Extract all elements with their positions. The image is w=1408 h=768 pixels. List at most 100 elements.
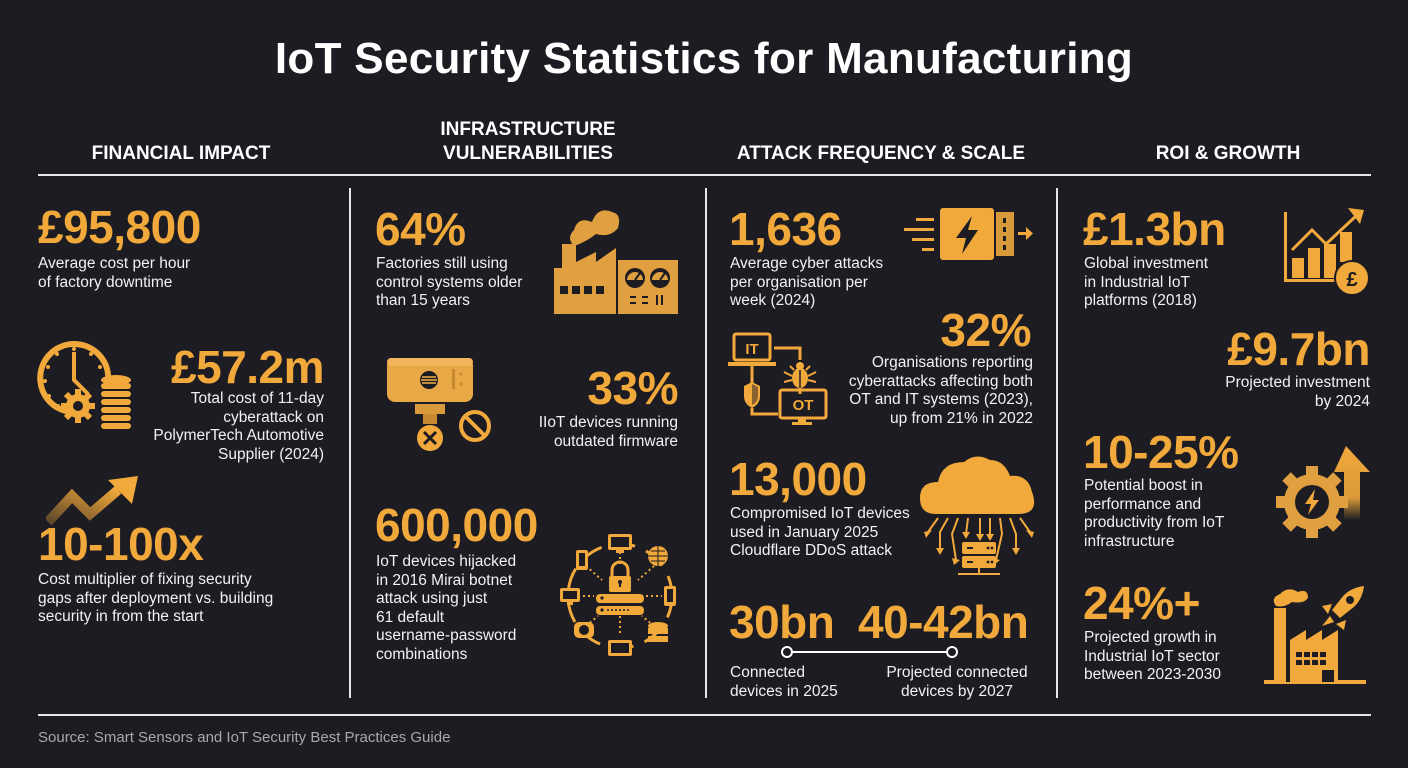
heading-line: VULNERABILITIES xyxy=(443,143,613,164)
stat-description: IoT devices hijacked in 2016 Mirai botne… xyxy=(376,553,516,664)
stat-description: Global investment in Industrial IoT plat… xyxy=(1084,255,1208,311)
factory-rocket-icon xyxy=(1262,584,1368,684)
page-title: IoT Security Statistics for Manufacturin… xyxy=(274,34,1134,83)
desc-line: attack using just xyxy=(376,590,488,607)
header-divider xyxy=(38,174,1371,176)
desc-line: Projected connected xyxy=(886,664,1028,681)
desc-line: cyberattacks affecting both xyxy=(848,372,1033,390)
stat-description: Compromised IoT devices used in January … xyxy=(730,505,910,561)
desc-line: Organisations reporting xyxy=(871,354,1033,371)
desc-line: between 2023-2030 xyxy=(1084,666,1222,683)
column-divider xyxy=(1056,188,1058,698)
stat-description: Cost multiplier of fixing security gaps … xyxy=(38,571,273,627)
desc-line: Supplier (2024) xyxy=(218,445,324,463)
desc-line: 61 default xyxy=(376,608,445,626)
stat-description: Organisations reporting cyberattacks aff… xyxy=(800,354,1033,428)
source-citation: Source: Smart Sensors and IoT Security B… xyxy=(38,729,451,746)
desc-line: cyberattack on xyxy=(223,408,324,426)
desc-line: Projected investment xyxy=(1225,374,1370,391)
desc-line: outdated firmware xyxy=(553,432,678,450)
stat-description: Projected growth in Industrial IoT secto… xyxy=(1084,629,1221,685)
desc-line: Potential boost in xyxy=(1084,477,1203,494)
svg-text:IT: IT xyxy=(745,341,758,358)
stat-description: Factories still using control systems ol… xyxy=(376,255,522,311)
timeline-connector xyxy=(780,645,960,659)
desc-line: in Industrial IoT xyxy=(1084,273,1190,291)
cloud-ddos-server-icon xyxy=(918,452,1042,578)
desc-line: Cost multiplier of fixing security xyxy=(38,571,252,588)
desc-line: week (2024) xyxy=(730,292,816,309)
stat-value: 600,000 xyxy=(375,499,538,551)
desc-line: username-password xyxy=(376,627,517,644)
desc-line: Total cost of 11-day xyxy=(190,390,324,407)
stat-description: Connected devices in 2025 xyxy=(730,664,838,701)
desc-line: security in from the start xyxy=(38,608,204,625)
svg-text:OT: OT xyxy=(793,397,814,414)
desc-line: than 15 years xyxy=(376,292,470,309)
desc-line: Projected growth in xyxy=(1084,629,1217,646)
desc-line: OT and IT systems (2023), xyxy=(849,391,1033,408)
desc-line: combinations xyxy=(376,645,468,663)
desc-line: infrastructure xyxy=(1084,532,1175,550)
desc-line: Average cost per hour xyxy=(38,255,191,272)
desc-line: Connected xyxy=(730,664,805,681)
footer-divider xyxy=(38,714,1371,716)
heading-attack-frequency: ATTACK FREQUENCY & SCALE xyxy=(736,143,1026,164)
stat-value: 64% xyxy=(375,203,466,255)
heading-infrastructure-vulnerabilities: INFRASTRUCTURE VULNERABILITIES xyxy=(380,118,676,166)
clock-gear-coins-icon xyxy=(36,336,136,436)
heading-roi-growth: ROI & GROWTH xyxy=(1155,143,1301,164)
factory-control-panel-icon xyxy=(552,202,680,316)
it-ot-bug-icon: IT OT xyxy=(728,330,834,426)
stat-value: 30bn xyxy=(729,596,835,648)
desc-line: Average cyber attacks xyxy=(730,255,884,272)
stat-value: 13,000 xyxy=(729,453,867,505)
desc-line: used in January 2025 xyxy=(730,523,879,541)
stat-description: Average cyber attacks per organisation p… xyxy=(730,255,883,311)
desc-line: Cloudflare DDoS attack xyxy=(730,542,892,559)
stat-description: IIoT devices running outdated firmware xyxy=(470,414,678,451)
desc-line: productivity from IoT xyxy=(1084,514,1225,531)
desc-line: of factory downtime xyxy=(38,273,173,291)
desc-line: devices by 2027 xyxy=(900,682,1014,700)
stat-value: 24%+ xyxy=(1083,577,1200,629)
stat-value: £95,800 xyxy=(38,201,201,253)
heading-line: INFRASTRUCTURE xyxy=(440,119,616,140)
device-blocked-icon xyxy=(385,356,495,452)
desc-line: control systems older xyxy=(376,273,523,291)
desc-line: up from 21% in 2022 xyxy=(889,409,1033,427)
stat-value: £57.2m xyxy=(170,341,325,393)
desc-line: gaps after deployment vs. building xyxy=(38,589,274,607)
stat-value: 1,636 xyxy=(729,203,842,255)
desc-line: by 2024 xyxy=(1314,392,1370,410)
column-divider xyxy=(705,188,707,698)
desc-line: devices in 2025 xyxy=(730,682,838,700)
desc-line: Global investment xyxy=(1084,255,1209,272)
stat-value: 32% xyxy=(940,304,1031,356)
gear-bolt-arrow-icon xyxy=(1274,444,1374,542)
stat-value: 10-25% xyxy=(1083,426,1239,478)
svg-text:£: £ xyxy=(1346,269,1357,291)
desc-line: in 2016 Mirai botnet xyxy=(376,571,513,589)
trend-up-arrow-icon xyxy=(46,474,142,534)
bar-chart-pound-icon: £ xyxy=(1282,206,1372,298)
stat-description: Potential boost in performance and produ… xyxy=(1084,477,1224,551)
desc-line: Factories still using xyxy=(376,255,508,272)
stat-value: 10-100x xyxy=(38,518,204,570)
power-surge-icon xyxy=(902,206,1034,262)
stat-value: £1.3bn xyxy=(1083,203,1226,255)
stat-description: Projected investment by 2024 xyxy=(1180,374,1370,411)
desc-line: IoT devices hijacked xyxy=(376,553,517,570)
stat-value: £9.7bn xyxy=(1227,323,1370,375)
stat-value: 40-42bn xyxy=(858,596,1029,648)
desc-line: IIoT devices running xyxy=(538,414,678,431)
device-network-login-icon xyxy=(558,530,682,660)
stat-description: Total cost of 11-day cyberattack on Poly… xyxy=(120,390,324,464)
desc-line: platforms (2018) xyxy=(1084,292,1197,309)
column-divider xyxy=(349,188,351,698)
heading-financial-impact: FINANCIAL IMPACT xyxy=(91,143,271,164)
desc-line: performance and xyxy=(1084,495,1202,513)
desc-line: per organisation per xyxy=(730,273,868,291)
desc-line: PolymerTech Automotive xyxy=(153,427,324,444)
stat-description: Average cost per hour of factory downtim… xyxy=(38,255,190,292)
